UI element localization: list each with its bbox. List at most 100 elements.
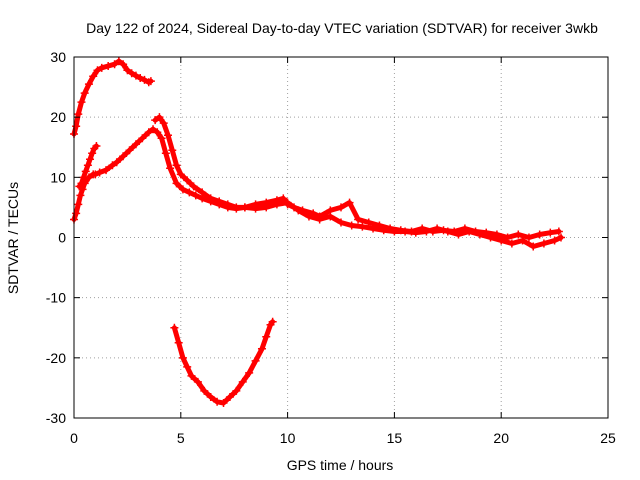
data-point bbox=[119, 152, 128, 161]
data-point bbox=[539, 239, 548, 248]
data-point bbox=[77, 179, 86, 188]
data-point bbox=[238, 377, 247, 386]
data-point bbox=[110, 60, 119, 69]
data-point bbox=[213, 397, 222, 406]
data-point bbox=[91, 170, 100, 179]
chart-title: Day 122 of 2024, Sidereal Day-to-day VTE… bbox=[86, 20, 598, 36]
data-point bbox=[251, 204, 260, 213]
data-point bbox=[454, 230, 463, 239]
data-point bbox=[546, 228, 555, 237]
data-point bbox=[433, 224, 442, 233]
data-point bbox=[529, 242, 538, 251]
data-point bbox=[72, 122, 81, 131]
data-point bbox=[354, 215, 363, 224]
series-arc-low bbox=[170, 317, 277, 407]
data-point bbox=[83, 161, 92, 170]
data-point bbox=[114, 57, 123, 66]
data-point bbox=[187, 371, 196, 380]
data-point bbox=[486, 233, 495, 242]
data-point bbox=[507, 239, 516, 248]
data-point bbox=[163, 131, 172, 140]
data-point bbox=[178, 185, 187, 194]
y-axis-label: SDTVAR / TECUs bbox=[5, 182, 21, 294]
data-point bbox=[347, 221, 356, 230]
data-point bbox=[337, 203, 345, 212]
data-point bbox=[123, 66, 132, 75]
data-point bbox=[240, 203, 249, 212]
data-point bbox=[119, 60, 128, 69]
data-point bbox=[554, 227, 563, 236]
data-point bbox=[72, 209, 81, 218]
data-point bbox=[215, 197, 224, 206]
data-point bbox=[550, 236, 559, 245]
data-point bbox=[390, 227, 399, 236]
data-point bbox=[157, 134, 166, 143]
x-tick-label: 10 bbox=[280, 430, 296, 446]
data-point bbox=[514, 230, 523, 239]
data-point bbox=[185, 188, 194, 197]
data-point bbox=[176, 170, 185, 179]
data-point bbox=[294, 206, 303, 215]
x-axis-label: GPS time / hours bbox=[287, 457, 394, 473]
data-point bbox=[79, 173, 88, 182]
data-point bbox=[131, 71, 140, 80]
data-point bbox=[535, 230, 544, 239]
y-tick-label: -30 bbox=[46, 410, 66, 426]
data-point bbox=[81, 167, 90, 176]
data-point bbox=[161, 149, 170, 158]
x-tick-label: 5 bbox=[177, 430, 185, 446]
data-point bbox=[140, 75, 149, 84]
data-point bbox=[345, 198, 354, 207]
series-secondary-track bbox=[151, 113, 566, 251]
data-point bbox=[225, 392, 234, 401]
data-point bbox=[183, 362, 192, 371]
data-point bbox=[153, 128, 162, 137]
data-point bbox=[172, 161, 181, 170]
x-tick-label: 15 bbox=[387, 430, 403, 446]
data-point bbox=[524, 233, 533, 242]
data-point bbox=[497, 236, 506, 245]
y-tick-label: 30 bbox=[50, 49, 66, 65]
y-tick-label: -10 bbox=[46, 290, 66, 306]
data-point bbox=[86, 155, 95, 164]
data-point bbox=[74, 200, 83, 209]
data-point bbox=[144, 128, 153, 137]
data-point bbox=[411, 228, 420, 237]
data-point bbox=[475, 230, 484, 239]
data-point bbox=[108, 161, 117, 170]
data-point bbox=[102, 166, 111, 175]
data-point bbox=[232, 203, 241, 212]
data-point bbox=[125, 146, 134, 155]
data-point bbox=[283, 198, 292, 207]
data-point bbox=[95, 168, 104, 177]
x-tick-label: 0 bbox=[70, 430, 78, 446]
data-point bbox=[170, 323, 179, 332]
data-point bbox=[97, 63, 106, 72]
data-point bbox=[358, 222, 367, 231]
data-point bbox=[138, 134, 147, 143]
data-point bbox=[193, 377, 202, 386]
data-point bbox=[443, 227, 452, 236]
data-point bbox=[174, 338, 183, 347]
x-tick-label: 20 bbox=[493, 430, 509, 446]
data-point bbox=[223, 200, 232, 209]
data-point bbox=[136, 74, 145, 83]
data-point bbox=[112, 158, 121, 167]
data-point bbox=[155, 113, 164, 122]
data-series bbox=[70, 57, 566, 407]
data-point bbox=[232, 386, 241, 395]
data-point bbox=[191, 191, 200, 200]
data-point bbox=[76, 191, 85, 200]
data-point bbox=[92, 142, 101, 151]
data-point bbox=[80, 89, 89, 98]
data-point bbox=[251, 356, 260, 365]
data-point bbox=[89, 72, 98, 81]
data-point bbox=[262, 203, 271, 212]
data-point bbox=[364, 218, 373, 227]
data-point bbox=[315, 215, 324, 224]
data-point bbox=[146, 77, 155, 86]
data-point bbox=[93, 66, 102, 75]
data-point bbox=[465, 227, 474, 236]
